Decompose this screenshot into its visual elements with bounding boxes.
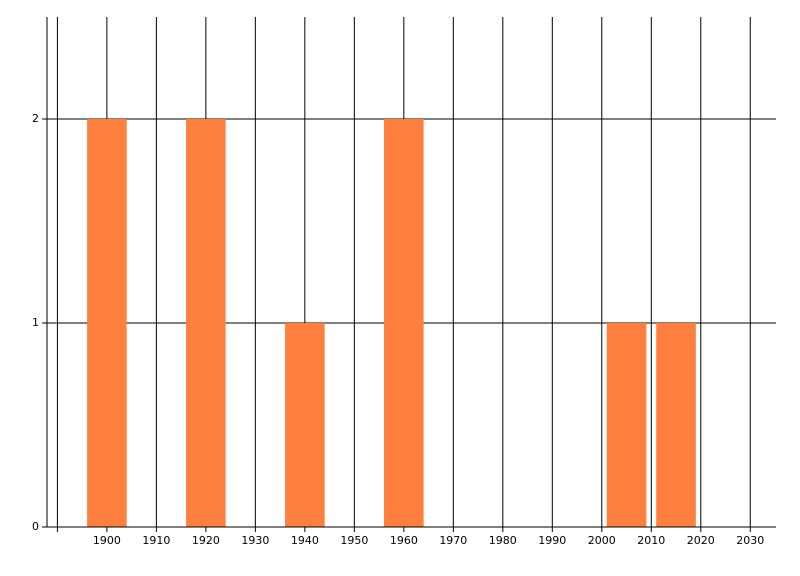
x-tick-label: 1930 (241, 534, 269, 547)
bar (87, 119, 127, 527)
x-tick-label: 2010 (637, 534, 665, 547)
y-tick-label: 2 (32, 112, 39, 125)
bar (606, 323, 647, 527)
x-tick-label: 1910 (142, 534, 170, 547)
x-tick-label: 1970 (439, 534, 467, 547)
x-tick-label: 1960 (390, 534, 418, 547)
x-tick-label: 2030 (736, 534, 764, 547)
x-tick-label: 1940 (291, 534, 319, 547)
x-tick-label: 1900 (93, 534, 121, 547)
bar (384, 119, 424, 527)
bar (186, 119, 226, 527)
x-tick-label: 1950 (340, 534, 368, 547)
x-tick-label: 1990 (538, 534, 566, 547)
x-tick-label: 1920 (192, 534, 220, 547)
bar (656, 323, 696, 527)
y-tick-label: 1 (32, 316, 39, 329)
x-tick-label: 2000 (588, 534, 616, 547)
x-tick-label: 2020 (687, 534, 715, 547)
bar (285, 323, 325, 527)
y-tick-label: 0 (32, 520, 39, 533)
x-tick-label: 1980 (489, 534, 517, 547)
